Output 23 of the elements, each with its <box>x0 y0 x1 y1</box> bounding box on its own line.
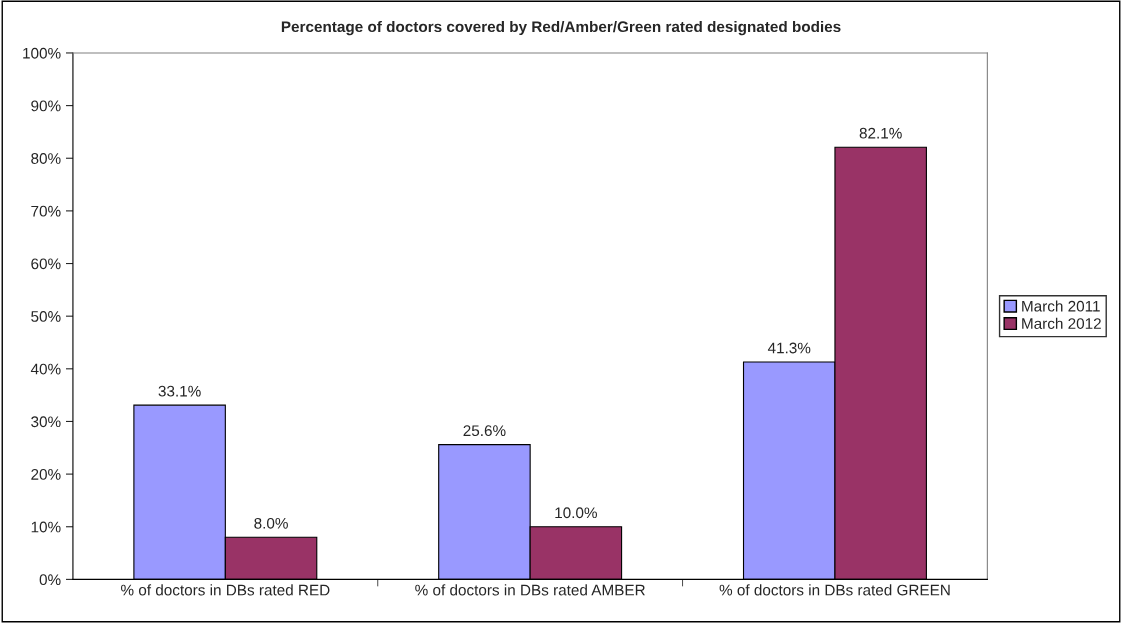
data-label: 8.0% <box>254 517 288 529</box>
y-tick-label: 10% <box>31 521 61 533</box>
y-tick-label: 0% <box>39 574 61 586</box>
y-tick-label: 100% <box>23 47 61 59</box>
data-label: 82.1% <box>859 127 902 139</box>
legend-label: March 2011 <box>1022 300 1100 312</box>
data-label: 25.6% <box>463 425 506 437</box>
data-label: 41.3% <box>767 342 811 354</box>
y-tick-label: 50% <box>31 311 61 322</box>
chart-title: Percentage of doctors covered by Red/Amber/Green rated designated bodies <box>281 20 841 36</box>
y-tick-label: 60% <box>31 258 61 270</box>
y-tick-label: 40% <box>30 363 61 375</box>
y-tick-label: 20% <box>31 468 61 480</box>
x-tick-label: % of doctors in DBs rated GREEN <box>719 584 950 596</box>
x-tick-label: % of doctors in DBs rated AMBER <box>415 584 645 596</box>
legend-label: March 2012 <box>1022 317 1101 329</box>
data-label: 10.0% <box>555 507 597 519</box>
x-tick-label: % of doctors in DBs rated RED <box>121 584 330 596</box>
y-tick-label: 90% <box>31 100 61 112</box>
y-tick-label: 70% <box>31 205 61 217</box>
y-tick-label: 30% <box>31 416 61 428</box>
data-label: 33.1% <box>158 385 201 397</box>
y-tick-label: 80% <box>31 153 61 164</box>
